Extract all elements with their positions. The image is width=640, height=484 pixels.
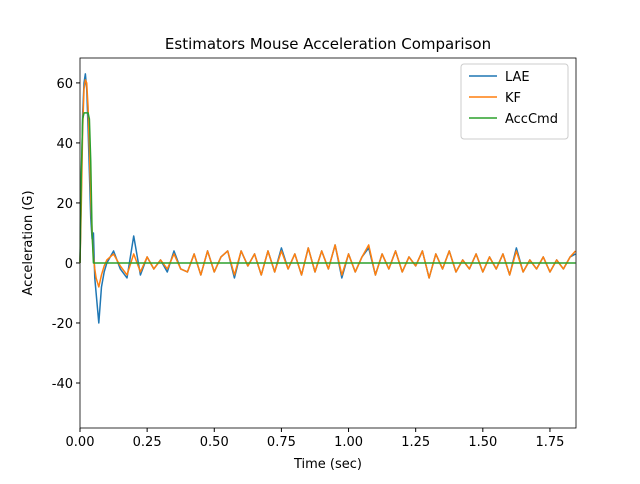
- legend-box: [460, 63, 569, 140]
- y-tick-label: 40: [56, 137, 73, 152]
- x-tick-label: 1.50: [468, 435, 497, 450]
- y-tick-label: -40: [52, 377, 73, 392]
- x-tick-label: 0.75: [267, 435, 296, 450]
- y-axis-label: Acceleration (G): [21, 190, 36, 295]
- legend-label: AccCmd: [505, 112, 558, 127]
- chart-title: Estimators Mouse Acceleration Comparison: [165, 35, 491, 53]
- y-tick-label: 0: [65, 257, 73, 272]
- series-line: [79, 112, 576, 264]
- x-tick-label: 1.75: [535, 435, 564, 450]
- plot-frame: [79, 57, 577, 429]
- x-tick-label: 1.25: [401, 435, 430, 450]
- legend-label: KF: [505, 91, 521, 106]
- x-tick-label: 1.00: [334, 435, 363, 450]
- x-tick-label: 0.25: [133, 435, 162, 450]
- legend-label: LAE: [505, 70, 530, 85]
- x-tick-label: 0.50: [200, 435, 229, 450]
- x-tick-label: 0.00: [66, 435, 95, 450]
- y-tick-label: -20: [52, 317, 73, 332]
- x-axis-label: Time (sec): [293, 457, 362, 472]
- y-tick-label: 60: [56, 77, 73, 92]
- series-line: [79, 79, 577, 288]
- y-tick-label: 20: [56, 197, 73, 212]
